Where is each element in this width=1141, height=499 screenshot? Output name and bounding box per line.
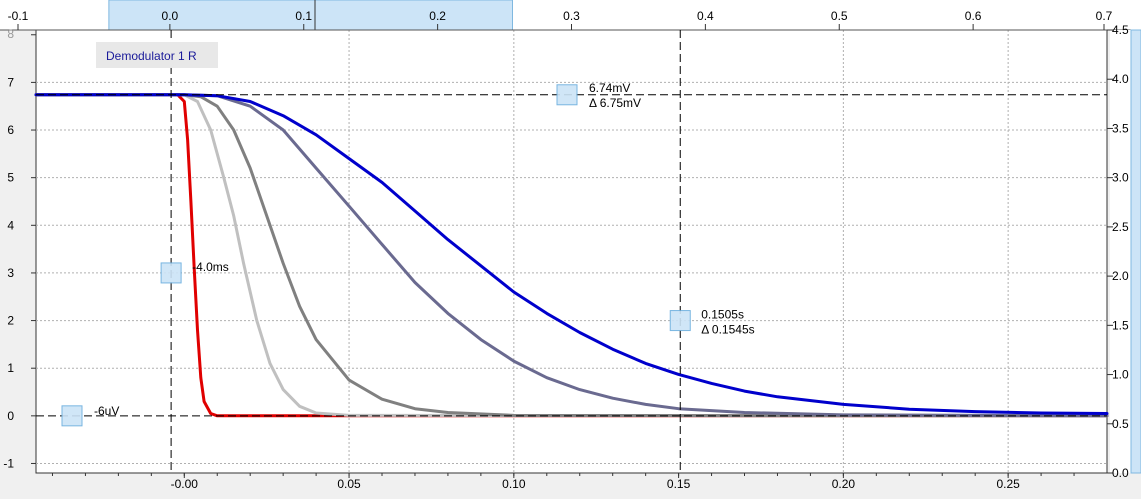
bottom-axis-tick-label: 0.25: [996, 477, 1020, 491]
left-axis-tick-label: 0: [7, 409, 14, 423]
grid-lines: [36, 30, 1107, 473]
cursor-1-handle[interactable]: [556, 84, 578, 106]
top-axis-tick-label: 0.1: [295, 9, 312, 23]
legend-box: [96, 42, 218, 68]
left-axis-tick-label: -1: [3, 456, 14, 470]
top-axis-tick-label: 0.4: [697, 9, 714, 23]
series-line-4[interactable]: [34, 93, 1109, 418]
top-axis-tick-label: 0.7: [1096, 9, 1113, 23]
right-axis-tick-label: 3.0: [1112, 171, 1129, 185]
top-axis-tick-label: 0.2: [429, 9, 446, 23]
left-axis-tick-label: 6: [7, 123, 14, 137]
top-axis-tick-label: 0.6: [965, 9, 982, 23]
left-axis-tick-label: 2: [7, 314, 14, 328]
bottom-axis-tick-label: 0.15: [667, 477, 691, 491]
right-axis-tick-label: 1.5: [1112, 318, 1129, 332]
left-axis-tick-label: 8: [7, 27, 14, 41]
cursor-2-label: -6uV: [94, 404, 119, 418]
left-axis-tick-label: 5: [7, 171, 14, 185]
bottom-axis-tick-label: 0.10: [502, 477, 526, 491]
cursor-3-handle[interactable]: [160, 262, 182, 284]
right-axis-tick-label: 4.5: [1112, 23, 1129, 37]
bottom-axis-tick-label: 0.05: [337, 477, 361, 491]
right-axis-tick-label: 0.5: [1112, 417, 1129, 431]
right-axis-tick-label: 4.0: [1112, 72, 1129, 86]
series-line-2[interactable]: [34, 93, 1109, 418]
right-axis-tick-label: 0.0: [1112, 466, 1129, 480]
cursor-1-label: Δ 6.75mV: [589, 96, 641, 110]
right-axis-tick-label: 2.0: [1112, 269, 1129, 283]
legend: Demodulator 1 R: [96, 42, 218, 68]
top-axis-tick-label: 0.0: [162, 9, 179, 23]
top-axis-tick-label: 0.3: [563, 9, 580, 23]
right-axis-zoom-range[interactable]: [1130, 29, 1141, 474]
top-axis-tick-label: 0.5: [831, 9, 848, 23]
cursor-2-handle[interactable]: [61, 405, 83, 427]
top-axis-zoom-range[interactable]: [108, 0, 513, 31]
right-axis-tick-label: 2.5: [1112, 220, 1129, 234]
cursor-3-label: -4.0ms: [192, 260, 229, 274]
left-axis-tick-label: 1: [7, 361, 14, 375]
cursor-4-label: Δ 0.1545s: [701, 323, 754, 337]
top-axis-tick-label: -0.1: [8, 9, 29, 23]
left-axis-tick-label: 3: [7, 266, 14, 280]
series-layer: [34, 93, 1109, 418]
right-axis-tick-label: 1.0: [1112, 368, 1129, 382]
series-line-3[interactable]: [34, 93, 1109, 418]
left-axis-tick-label: 7: [7, 75, 14, 89]
cursor-4-handle[interactable]: [669, 310, 691, 332]
bottom-axis-tick-label: 0.20: [832, 477, 856, 491]
legend-label: Demodulator 1 R: [106, 49, 197, 63]
right-axis-tick-label: 3.5: [1112, 121, 1129, 135]
bottom-axis-tick-label: -0.00: [171, 477, 199, 491]
left-axis-tick-label: 4: [7, 218, 14, 232]
cursor-1-label: 6.74mV: [589, 81, 630, 95]
series-line-5[interactable]: [34, 93, 1109, 415]
cursor-4-label: 0.1505s: [701, 308, 744, 322]
